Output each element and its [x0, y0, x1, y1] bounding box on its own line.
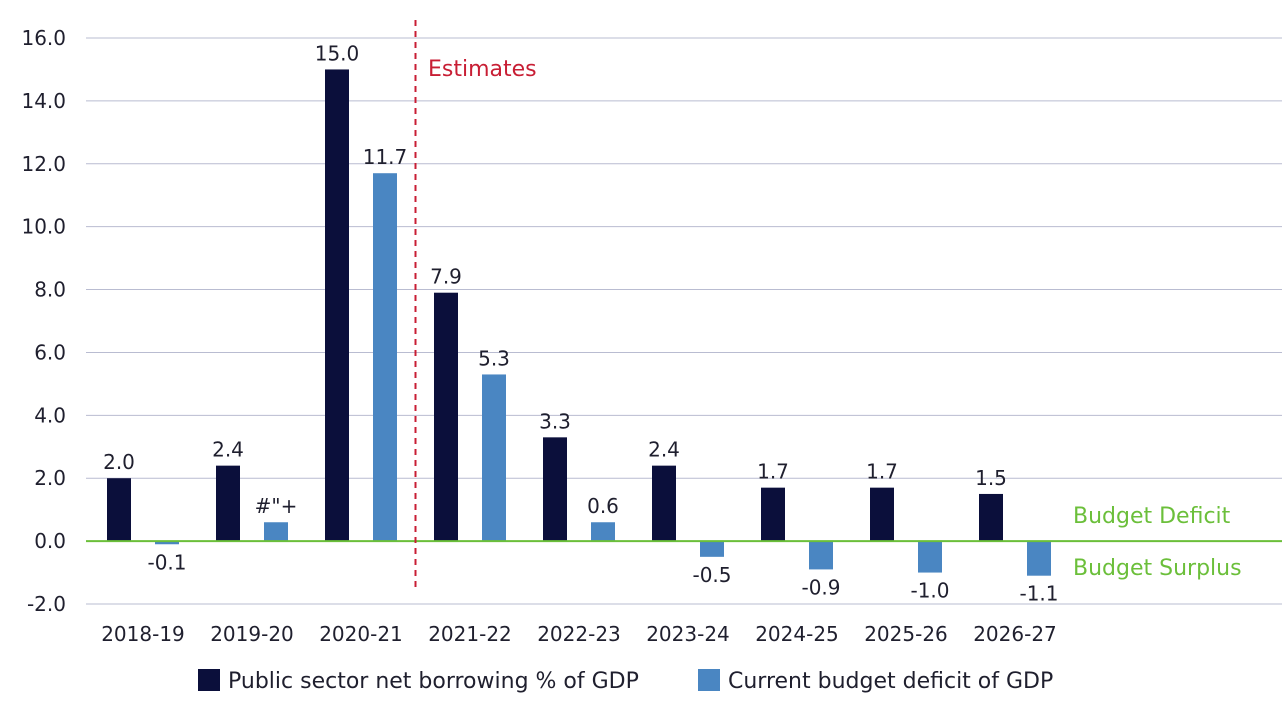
legend-label-public-sector-net-borrowing: Public sector net borrowing % of GDP [228, 669, 639, 694]
y-tick-label: 10.0 [21, 215, 66, 239]
legend-swatch-public-sector-net-borrowing [198, 669, 220, 691]
data-label: #"+ [255, 494, 298, 518]
data-label: 0.6 [587, 494, 619, 518]
data-label: -0.5 [692, 563, 731, 587]
bar [216, 465, 240, 542]
legend-label-current-budget-deficit: Current budget deficit of GDP [728, 669, 1053, 694]
y-tick-label: 8.0 [34, 278, 66, 302]
data-label: 15.0 [315, 41, 360, 65]
budget-deficit-label: Budget Deficit [1073, 504, 1231, 529]
bar [591, 522, 615, 542]
data-label: 2.4 [648, 438, 680, 462]
bar [434, 292, 458, 542]
data-label: -0.1 [147, 550, 186, 574]
bar [543, 437, 567, 542]
x-tick-label: 2018-19 [101, 622, 185, 646]
x-tick-label: 2022-23 [537, 622, 621, 646]
bar [107, 478, 131, 542]
bar [761, 487, 785, 542]
y-tick-label: 12.0 [21, 152, 66, 176]
bar [325, 69, 349, 542]
x-tick-label: 2026-27 [973, 622, 1057, 646]
bar [373, 173, 397, 542]
data-label: 3.3 [539, 409, 571, 433]
bar [870, 487, 894, 542]
x-tick-label: 2025-26 [864, 622, 948, 646]
data-labels: 2.0 -0.1 2.4 #"+ 15.0 11.7 7.9 5.3 3.3 0.6 2.4 -0.5… [103, 41, 1058, 605]
estimates-label: Estimates [428, 57, 537, 82]
data-label: -1.0 [910, 579, 949, 603]
data-label: 2.0 [103, 450, 135, 474]
gridlines [86, 37, 1282, 605]
y-tick-label: 0.0 [34, 529, 66, 553]
bar [652, 465, 676, 542]
budget-surplus-label: Budget Surplus [1073, 556, 1242, 581]
data-label: 2.4 [212, 438, 244, 462]
data-label: 1.7 [866, 460, 898, 484]
y-tick-label: -2.0 [27, 592, 66, 616]
bar [809, 541, 833, 570]
data-label: 1.7 [757, 460, 789, 484]
y-axis-ticks: -2.0 0.0 2.0 4.0 6.0 8.0 10.0 12.0 14.0 16.0 [21, 26, 66, 616]
bar [264, 522, 288, 542]
data-label: -0.9 [801, 575, 840, 599]
x-tick-label: 2020-21 [319, 622, 403, 646]
data-label: 7.9 [430, 265, 462, 289]
bar [979, 493, 1003, 542]
y-tick-label: 6.0 [34, 340, 66, 364]
bar [1027, 541, 1051, 576]
y-tick-label: 14.0 [21, 89, 66, 113]
x-tick-label: 2023-24 [646, 622, 730, 646]
data-label: -1.1 [1019, 582, 1058, 606]
x-axis-ticks: 2018-19 2019-20 2020-21 2021-22 2022-23 2023-… [101, 622, 1057, 646]
x-tick-label: 2019-20 [210, 622, 294, 646]
legend: Public sector net borrowing % of GDP Cur… [198, 669, 1053, 694]
bar [482, 374, 506, 542]
legend-swatch-current-budget-deficit [698, 669, 720, 691]
data-label: 11.7 [363, 145, 408, 169]
bar [155, 541, 179, 545]
x-tick-label: 2021-22 [428, 622, 512, 646]
y-tick-label: 2.0 [34, 466, 66, 490]
data-label: 1.5 [975, 466, 1007, 490]
data-label: 5.3 [478, 346, 510, 370]
x-tick-label: 2024-25 [755, 622, 839, 646]
y-tick-label: 4.0 [34, 403, 66, 427]
y-tick-label: 16.0 [21, 26, 66, 50]
bars [107, 69, 1051, 576]
bar [700, 541, 724, 557]
bar [918, 541, 942, 573]
